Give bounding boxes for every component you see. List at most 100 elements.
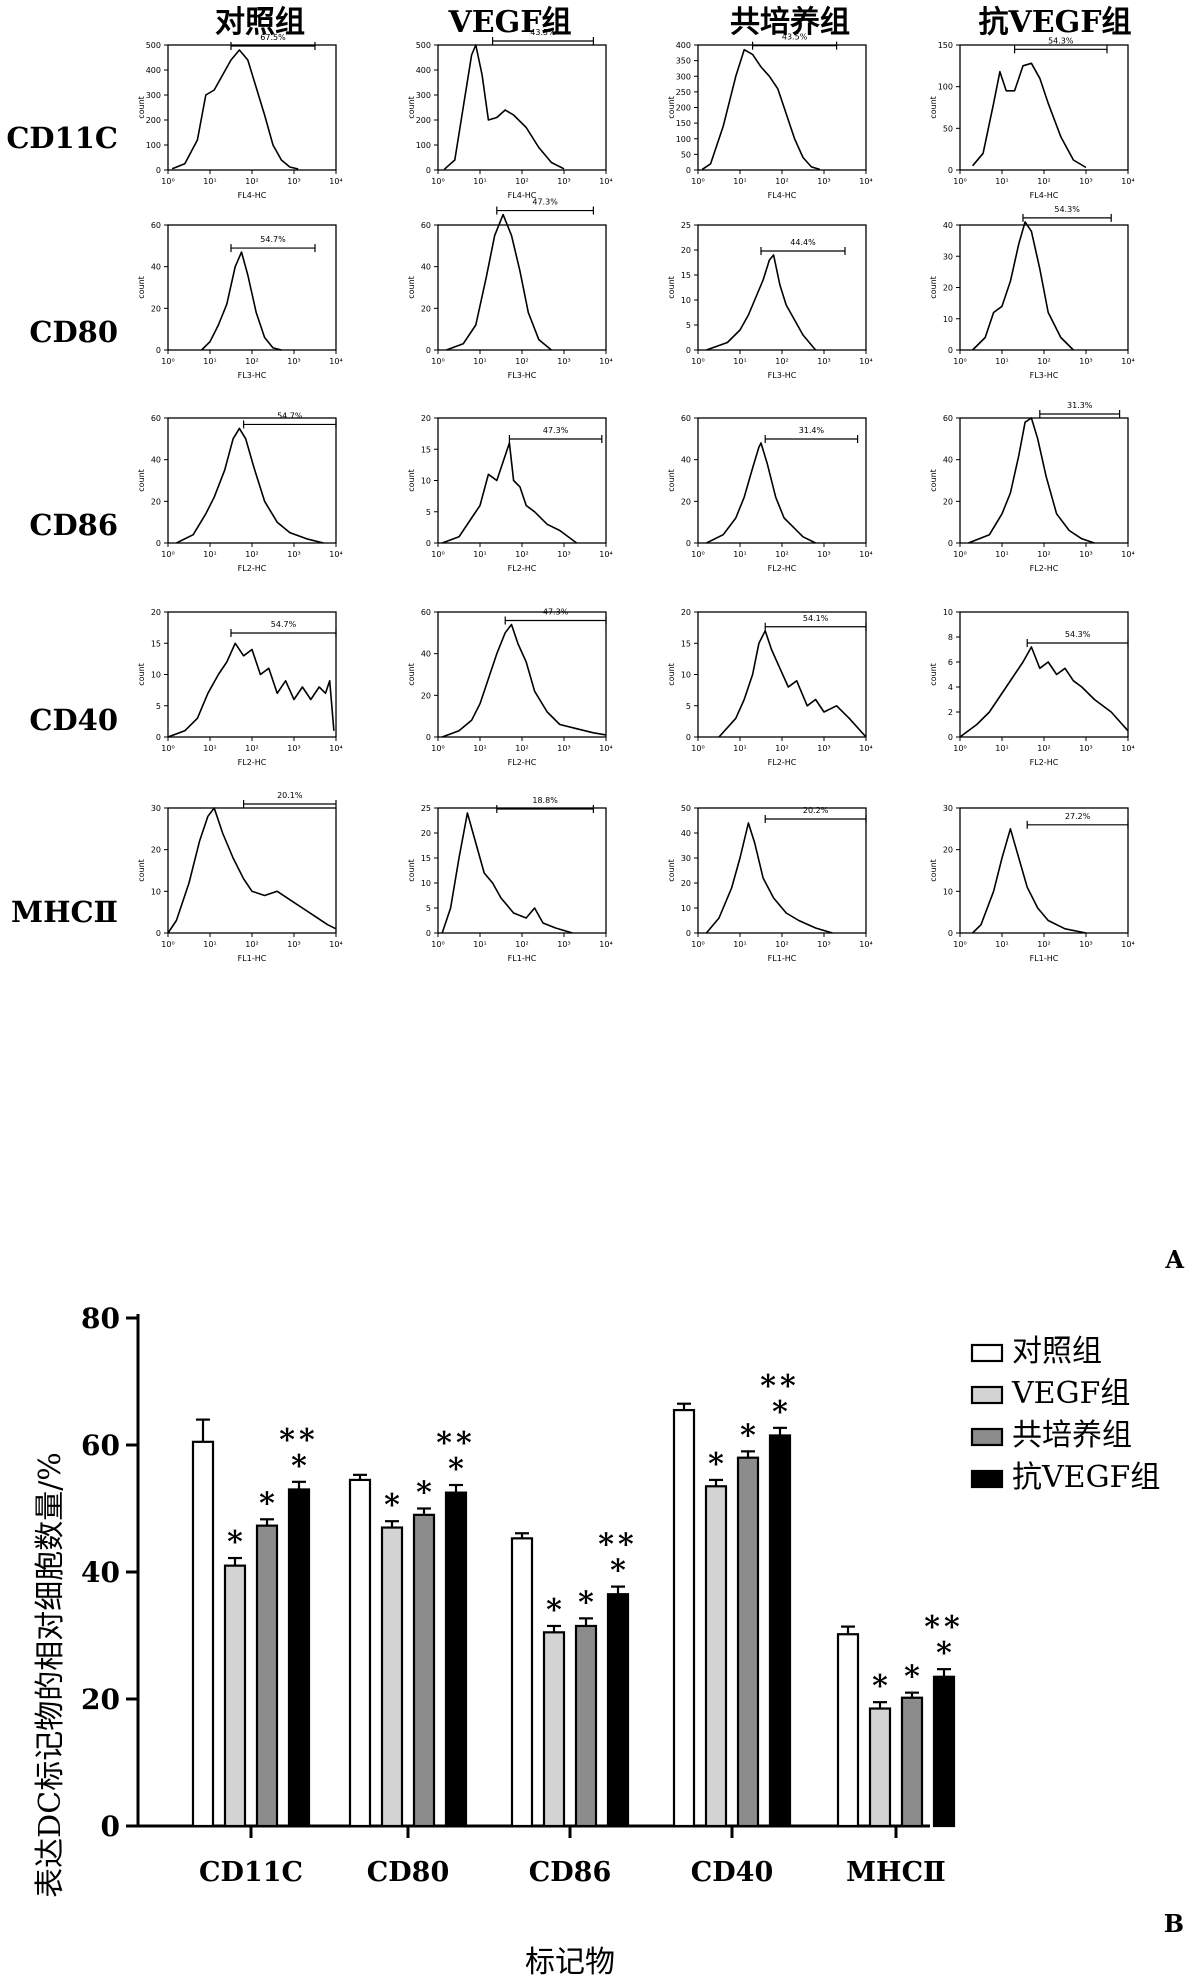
significance-mark: ** bbox=[924, 1610, 963, 1645]
histogram-xtick-label: 10⁴ bbox=[1121, 744, 1134, 753]
legend-swatch bbox=[970, 1385, 1004, 1405]
histogram-ytick-label: 0 bbox=[426, 166, 431, 175]
histogram-frame bbox=[959, 417, 1129, 544]
histogram-panel: 0 20 40 60 10⁰ 10¹ 10² 10³ 10⁴ count FL3-HC 54.7% bbox=[137, 221, 343, 380]
histogram-xtick-label: 10³ bbox=[287, 357, 300, 366]
histogram-ytick-label: 20 bbox=[421, 829, 431, 838]
histogram-xlabel: FL3-HC bbox=[1030, 371, 1059, 380]
y-tick-label: 40 bbox=[81, 1556, 120, 1589]
histogram-ylabel: count bbox=[407, 859, 416, 882]
histogram-ylabel: count bbox=[407, 96, 416, 119]
histogram-panel: 0 50 100 150 10⁰ 10¹ 10² 10³ 10⁴ count FL4-HC 54.3% bbox=[929, 36, 1135, 200]
histogram-xlabel: FL2-HC bbox=[508, 758, 537, 767]
histogram-xtick-label: 10² bbox=[775, 177, 788, 186]
histogram-panel: 0 20 40 60 10⁰ 10¹ 10² 10³ 10⁴ count FL2-HC 47.3% bbox=[407, 608, 613, 768]
histogram-ytick-label: 50 bbox=[681, 804, 691, 813]
histogram-frame bbox=[167, 224, 337, 351]
histogram-ytick-label: 0 bbox=[686, 166, 691, 175]
histogram-frame bbox=[959, 611, 1129, 738]
histogram-xtick-label: 10⁰ bbox=[953, 550, 966, 559]
histogram-ytick-label: 30 bbox=[681, 854, 691, 863]
histogram-ytick-label: 40 bbox=[151, 456, 161, 465]
histogram-panel: 0 5 10 15 20 10⁰ 10¹ 10² 10³ 10⁴ count FL2-HC 54.7% bbox=[137, 608, 343, 767]
legend-label: 对照组 bbox=[1012, 1334, 1102, 1369]
histogram-xtick-label: 10² bbox=[775, 940, 788, 949]
histogram-ytick-label: 40 bbox=[681, 456, 691, 465]
histogram-ytick-label: 40 bbox=[681, 829, 691, 838]
y-tick-label: 60 bbox=[81, 1429, 120, 1462]
histogram-panel: 0 5 10 15 20 10⁰ 10¹ 10² 10³ 10⁴ count FL2-HC 47.3% bbox=[407, 414, 613, 573]
histogram-panel: 0 20 40 60 10⁰ 10¹ 10² 10³ 10⁴ count FL3-HC 47.3% bbox=[407, 198, 613, 380]
column-header: 对照组 bbox=[215, 5, 305, 40]
gate-percentage: 54.3% bbox=[1048, 36, 1074, 45]
bar-chart-axes: 0 20 40 60 80 CD11C CD80 CD86 CD40 MHCⅡ bbox=[81, 1302, 946, 1888]
histogram-xtick-label: 10⁰ bbox=[161, 940, 174, 949]
histogram-xtick-label: 10³ bbox=[557, 744, 570, 753]
histogram-xtick-label: 10³ bbox=[1079, 177, 1092, 186]
histogram-ytick-label: 0 bbox=[948, 346, 953, 355]
histogram-xtick-label: 10³ bbox=[557, 177, 570, 186]
histogram-xtick-label: 10² bbox=[515, 550, 528, 559]
row-label: MHCⅡ bbox=[11, 895, 118, 929]
histogram-ytick-label: 20 bbox=[943, 497, 953, 506]
histogram-frame bbox=[167, 611, 337, 738]
histogram-ytick-label: 15 bbox=[421, 445, 431, 454]
histogram-xtick-label: 10⁴ bbox=[859, 177, 872, 186]
row-label: CD40 bbox=[29, 703, 118, 737]
histogram-xtick-label: 10⁰ bbox=[953, 357, 966, 366]
significance-mark: * bbox=[872, 1669, 888, 1704]
histogram-ylabel: count bbox=[929, 663, 938, 686]
histogram-ytick-label: 60 bbox=[151, 221, 161, 230]
histogram-xtick-label: 10⁴ bbox=[599, 550, 612, 559]
histogram-xtick-label: 10¹ bbox=[733, 940, 746, 949]
histogram-xtick-label: 10⁰ bbox=[691, 357, 704, 366]
histogram-xtick-label: 10³ bbox=[1079, 550, 1092, 559]
histogram-ytick-label: 10 bbox=[681, 671, 691, 680]
histogram-xtick-label: 10¹ bbox=[733, 357, 746, 366]
bar bbox=[380, 1526, 404, 1828]
histogram-xtick-label: 10⁴ bbox=[859, 550, 872, 559]
histogram-curve bbox=[171, 49, 299, 170]
histogram-xtick-label: 10¹ bbox=[203, 550, 216, 559]
histogram-xtick-label: 10¹ bbox=[995, 550, 1008, 559]
histogram-ytick-label: 5 bbox=[686, 702, 691, 711]
row-label: CD80 bbox=[29, 315, 118, 349]
histogram-xtick-label: 10⁰ bbox=[161, 357, 174, 366]
row-labels: CD11C CD80 CD86 CD40 MHCⅡ bbox=[6, 121, 118, 929]
bar bbox=[836, 1633, 860, 1828]
histogram-ytick-label: 0 bbox=[156, 929, 161, 938]
histogram-ytick-label: 25 bbox=[681, 221, 691, 230]
significance-mark: * bbox=[740, 1418, 756, 1453]
histogram-xtick-label: 10¹ bbox=[995, 177, 1008, 186]
histogram-ytick-label: 10 bbox=[421, 879, 431, 888]
histogram-xtick-label: 10² bbox=[1037, 177, 1050, 186]
histogram-panel: 0 20 40 60 10⁰ 10¹ 10² 10³ 10⁴ count FL2-HC 31.3% bbox=[929, 401, 1135, 573]
histogram-ylabel: count bbox=[929, 96, 938, 119]
histogram-xtick-label: 10⁰ bbox=[691, 940, 704, 949]
histogram-xtick-label: 10⁰ bbox=[431, 177, 444, 186]
histogram-ytick-label: 50 bbox=[943, 124, 953, 133]
histogram-xtick-label: 10³ bbox=[1079, 357, 1092, 366]
histogram-xtick-label: 10³ bbox=[287, 940, 300, 949]
bar bbox=[900, 1696, 924, 1828]
histogram-ytick-label: 0 bbox=[156, 166, 161, 175]
histogram-xtick-label: 10¹ bbox=[733, 744, 746, 753]
histogram-xtick-label: 10³ bbox=[557, 550, 570, 559]
panel-label-b: B bbox=[1164, 1909, 1184, 1938]
histogram-xlabel: FL2-HC bbox=[768, 564, 797, 573]
histogram-xtick-label: 10⁰ bbox=[691, 744, 704, 753]
histogram-panel: 0 5 10 15 20 25 10⁰ 10¹ 10² 10³ 10⁴ count FL3-HC 44.4… bbox=[667, 221, 873, 380]
histogram-curve bbox=[441, 442, 578, 544]
significance-mark: * bbox=[772, 1395, 788, 1430]
histogram-xtick-label: 10³ bbox=[287, 744, 300, 753]
histogram-xtick-label: 10⁴ bbox=[1121, 177, 1134, 186]
bar bbox=[510, 1537, 534, 1828]
x-tick-label: CD11C bbox=[199, 1857, 303, 1888]
histogram-xtick-label: 10¹ bbox=[995, 744, 1008, 753]
histogram-ylabel: count bbox=[137, 859, 146, 882]
gate-percentage: 54.1% bbox=[803, 614, 829, 623]
histogram-curve bbox=[718, 629, 867, 738]
x-axis-label: 标记物 bbox=[525, 1945, 615, 1980]
histogram-curve bbox=[201, 251, 282, 351]
histogram-xtick-label: 10² bbox=[515, 177, 528, 186]
